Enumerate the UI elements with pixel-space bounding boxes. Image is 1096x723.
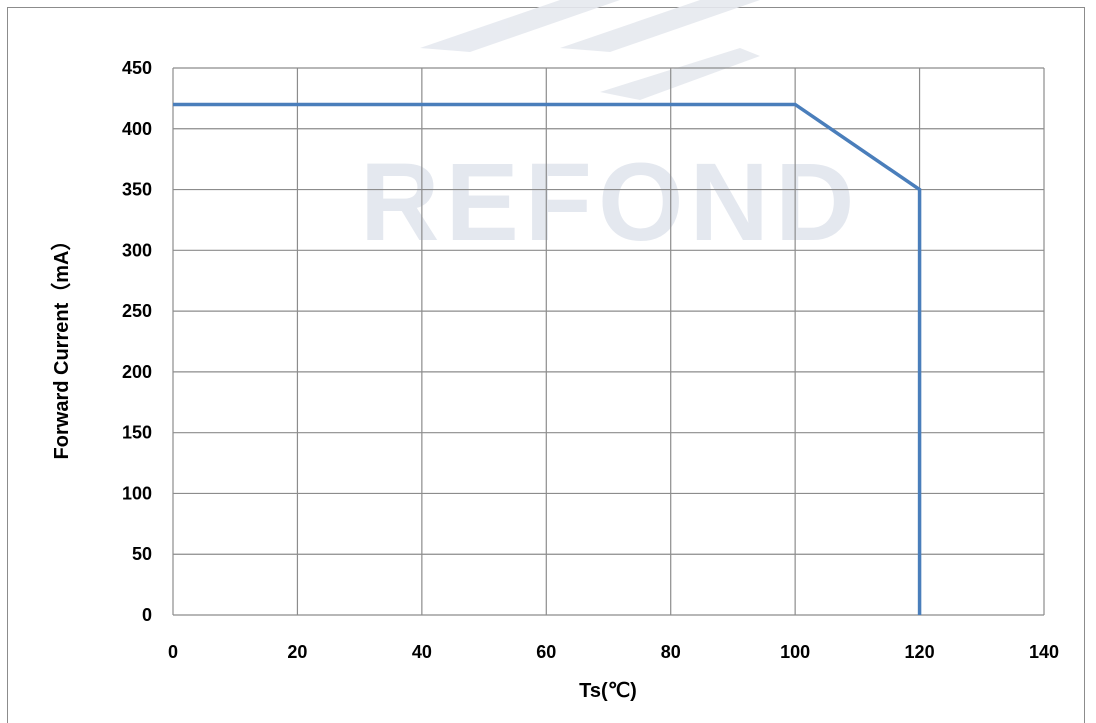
- x-axis-label: Ts(℃): [579, 680, 637, 702]
- watermark-logo: REFOND: [360, 0, 860, 264]
- y-tick-label: 300: [122, 240, 152, 260]
- y-tick-label: 100: [122, 483, 152, 503]
- x-tick-label: 60: [536, 642, 556, 662]
- grid: [172, 67, 1045, 616]
- series-line: [173, 102, 922, 615]
- y-tick-label: 400: [122, 119, 152, 139]
- x-tick-label: 20: [287, 642, 307, 662]
- x-tick-labels: 0 20 40 60 80 100 120 140: [168, 642, 1059, 662]
- y-axis-label: Forward Current（mA）: [50, 231, 73, 460]
- y-tick-labels: 0 50 100 150 200 250 300 350 400 450: [122, 58, 152, 625]
- y-tick-label: 150: [122, 423, 152, 443]
- x-tick-label: 80: [661, 642, 681, 662]
- x-tick-label: 40: [412, 642, 432, 662]
- series-layer: [173, 102, 922, 615]
- y-tick-label: 200: [122, 362, 152, 382]
- watermark-text: REFOND: [360, 141, 860, 264]
- x-tick-label: 120: [905, 642, 935, 662]
- x-tick-label: 0: [168, 642, 178, 662]
- y-tick-label: 0: [142, 605, 152, 625]
- y-tick-label: 350: [122, 180, 152, 200]
- y-tick-label: 450: [122, 58, 152, 78]
- x-tick-label: 100: [780, 642, 810, 662]
- y-tick-label: 50: [132, 544, 152, 564]
- y-tick-label: 250: [122, 301, 152, 321]
- x-tick-label: 140: [1029, 642, 1059, 662]
